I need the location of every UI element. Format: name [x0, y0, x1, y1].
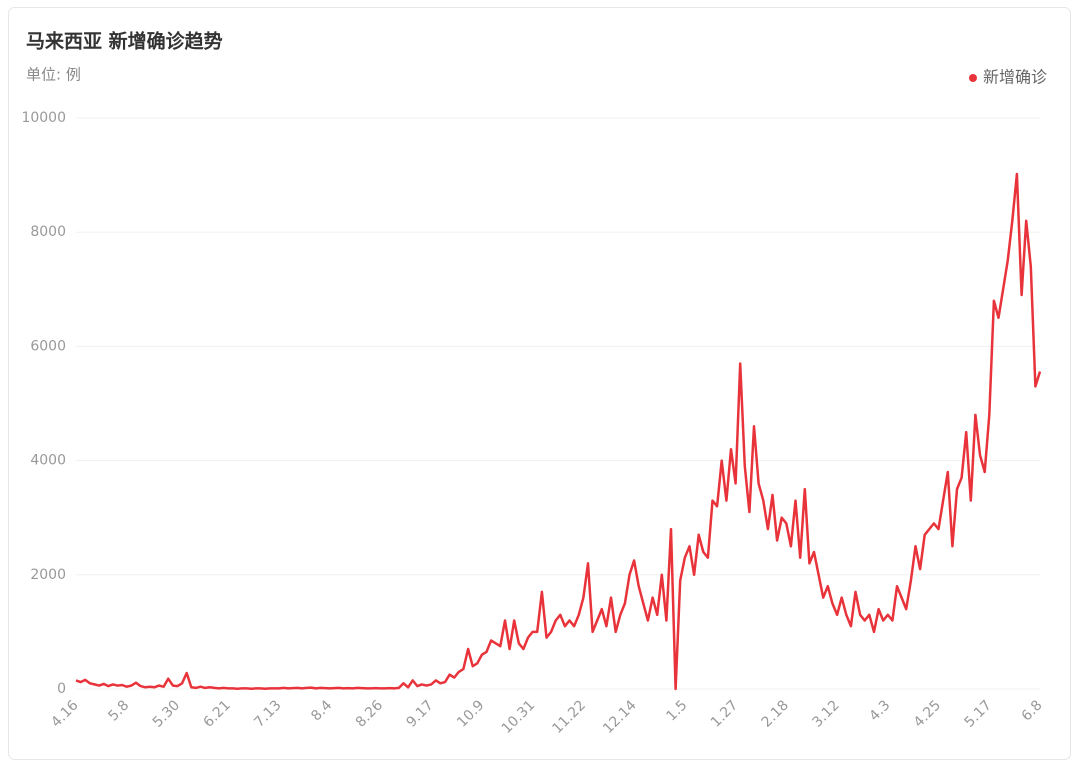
legend-marker	[968, 74, 977, 82]
chart-title: 马来西亚 新增确诊趋势	[26, 30, 223, 53]
card	[8, 7, 1071, 760]
y-tick-label: 10000	[21, 110, 66, 126]
legend-label: 新增确诊	[983, 68, 1047, 87]
y-tick-label: 4000	[30, 453, 66, 469]
y-tick-label: 8000	[30, 224, 66, 240]
y-tick-label: 2000	[30, 567, 66, 583]
subtitle: 单位: 例	[26, 66, 81, 84]
line	[75, 172, 1042, 691]
y-tick-label: 6000	[30, 338, 66, 354]
y-tick-label: 0	[57, 681, 66, 697]
